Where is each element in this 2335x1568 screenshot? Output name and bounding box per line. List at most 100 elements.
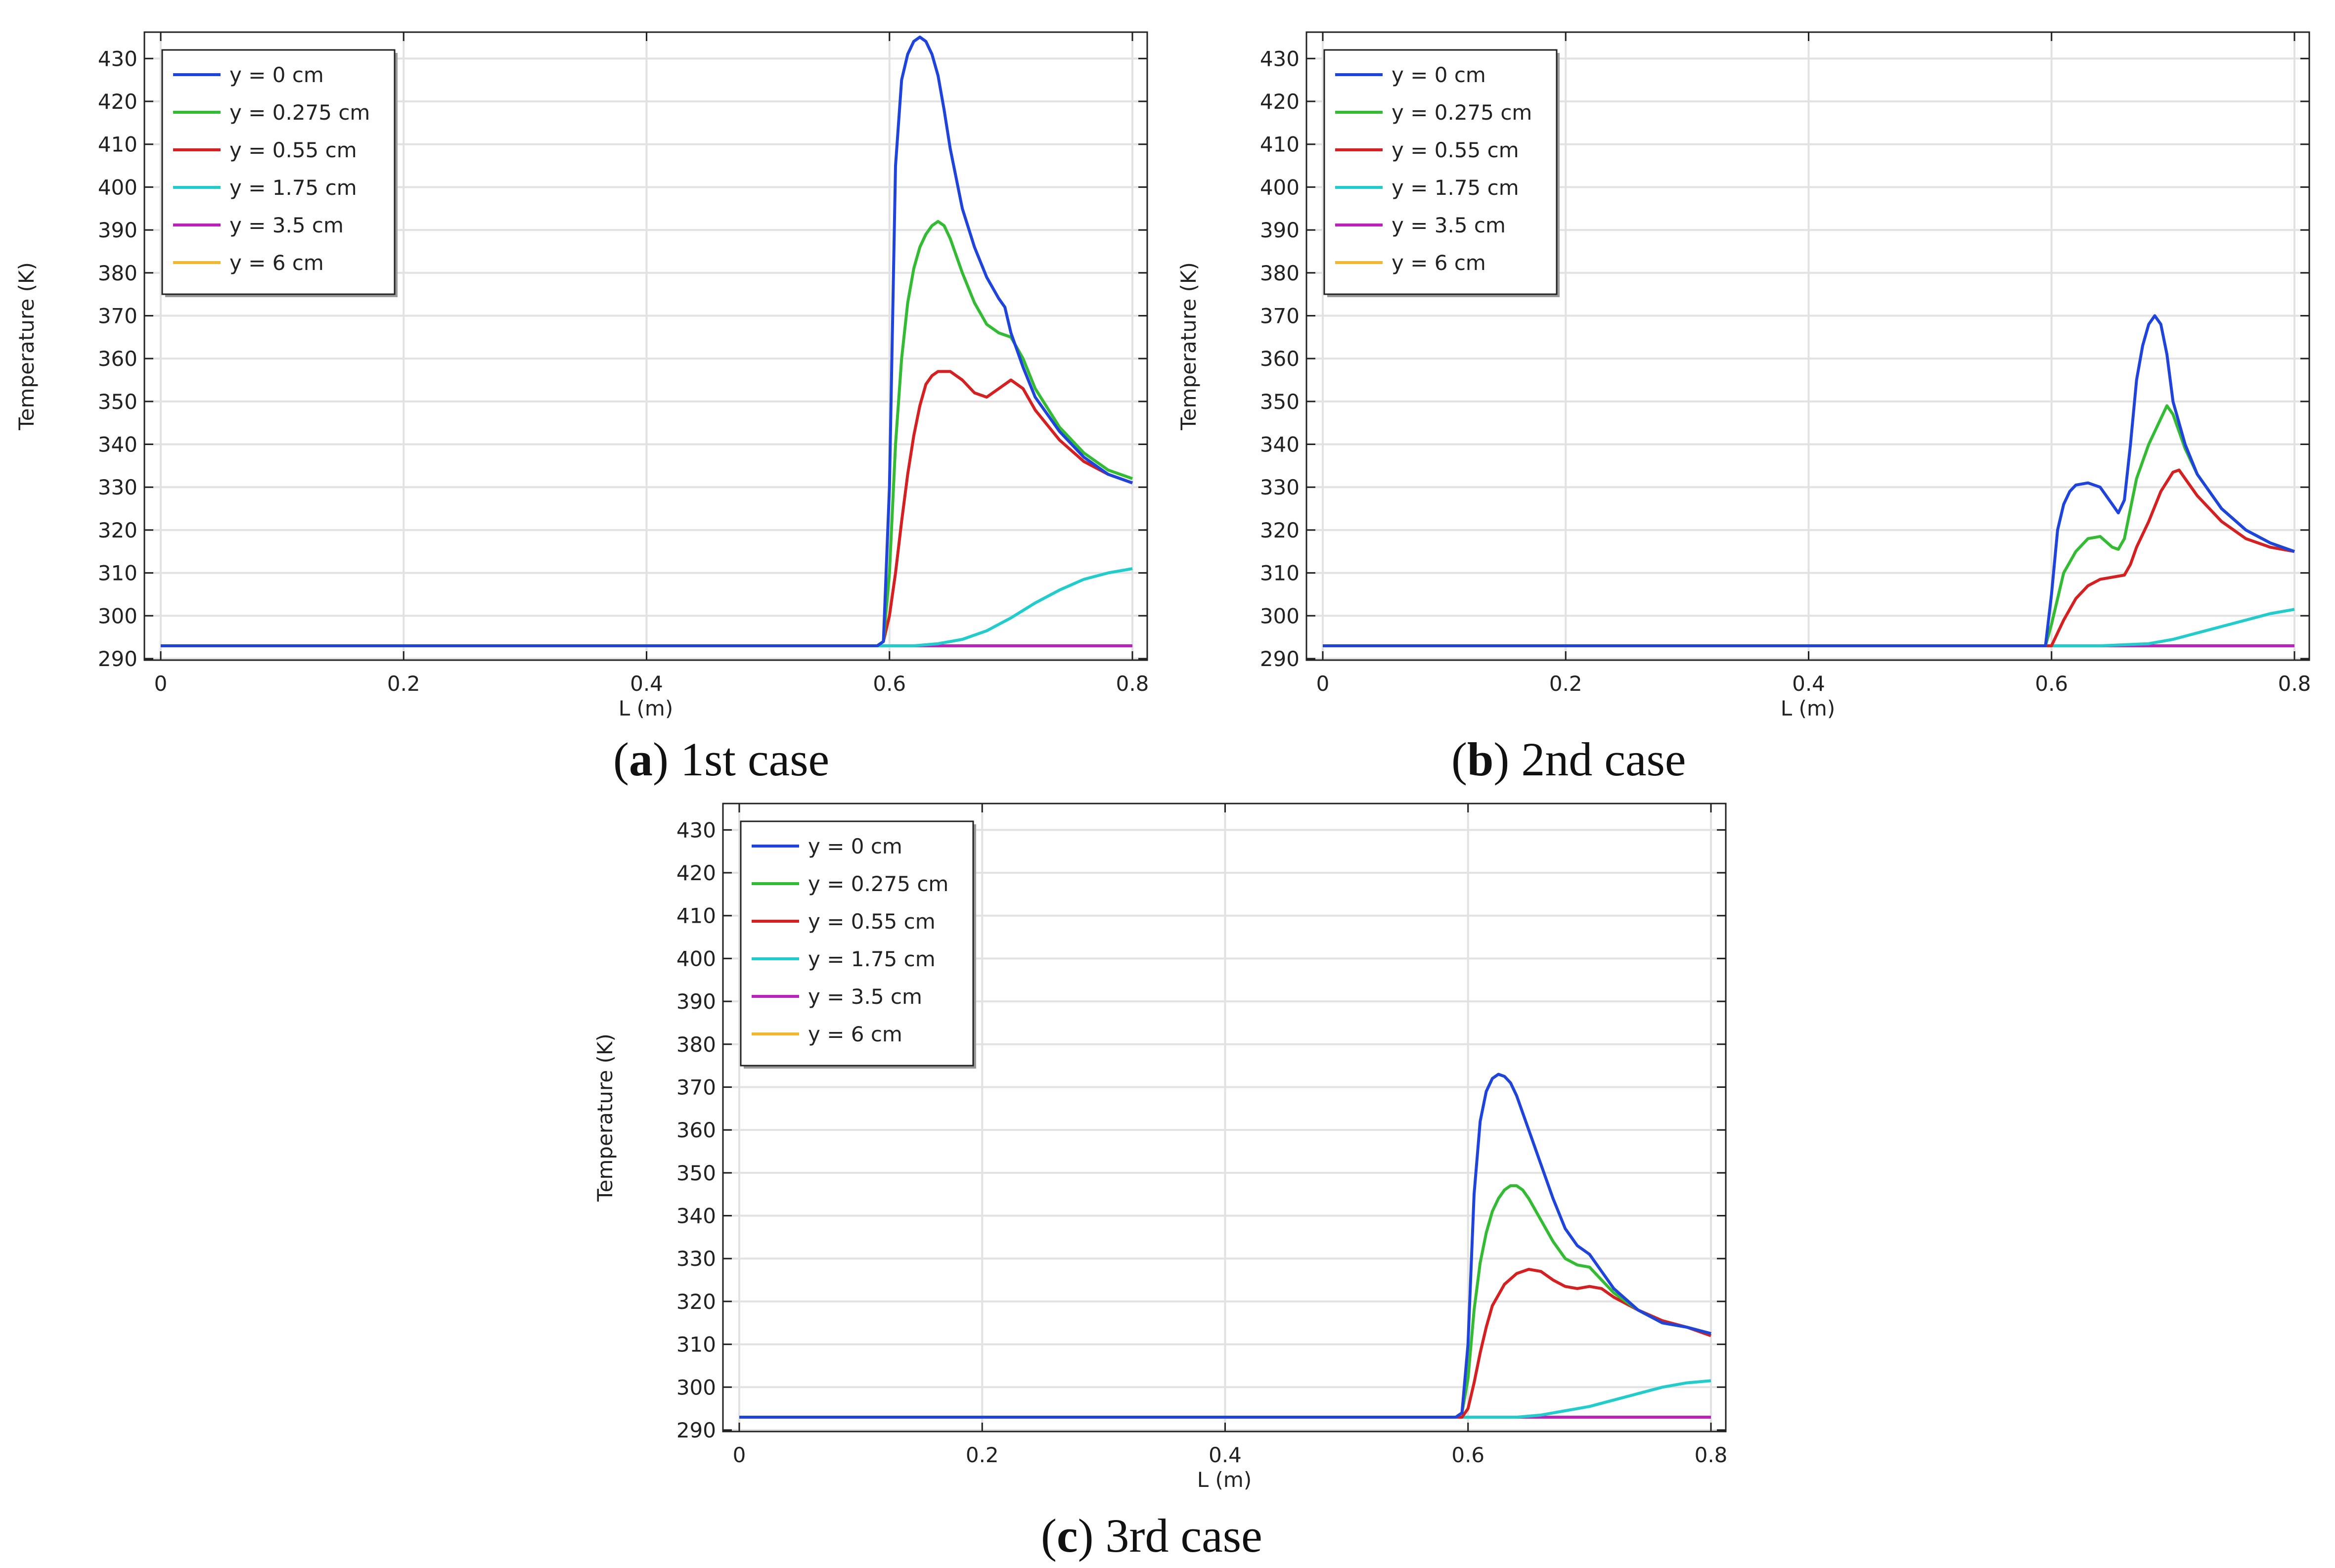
chart-c-series-group — [739, 1073, 1712, 1419]
chart-c-legend-box — [740, 820, 974, 1067]
chart-b-legend-label: y = 6 cm — [1392, 251, 1486, 275]
chart-a-legend-label: y = 3.5 cm — [229, 213, 344, 237]
chart-c-series-line — [739, 1184, 1711, 1419]
chart-c-legend-label: y = 3.5 cm — [808, 985, 922, 1009]
chart-b-ytick-label: 310 — [1260, 561, 1300, 585]
chart-a-xtick-label: 0.6 — [873, 672, 906, 696]
chart-b-ytick-label: 430 — [1260, 46, 1300, 71]
caption-letter-c: c — [1056, 1509, 1078, 1562]
chart-c-legend-label: y = 0.275 cm — [808, 872, 948, 896]
chart-a-series-line — [161, 220, 1133, 647]
chart-a-ytick-label: 360 — [98, 347, 137, 371]
chart-c-ytick-label: 420 — [676, 861, 716, 885]
chart-b-xtick-label: 0 — [1316, 672, 1330, 696]
chart-c-ytick-label: 370 — [676, 1075, 716, 1099]
chart-a-series-line — [161, 36, 1133, 647]
chart-b-series-group — [1323, 314, 2295, 647]
chart-c-ytick-label: 340 — [676, 1204, 716, 1228]
chart-a-legend-label: y = 0.275 cm — [229, 100, 370, 125]
chart-b-ytick-label: 320 — [1260, 518, 1300, 542]
chart-a-ytick-label: 370 — [98, 304, 137, 328]
chart-a-ytick-label: 290 — [98, 647, 137, 671]
chart-a-series-line — [161, 370, 1133, 647]
chart-c-legend-label: y = 0 cm — [808, 834, 902, 858]
caption-b: (b) 2nd case — [1451, 733, 1686, 786]
chart-c-legend-label: y = 1.75 cm — [808, 947, 936, 971]
chart-c-xtick-label: 0.4 — [1209, 1443, 1242, 1467]
chart-panel-b: 0 0.2 0.4 0.6 0.8 290 300 310 320 330 340 350 360 370… — [1162, 0, 2329, 786]
chart-b-legend-label: y = 1.75 cm — [1392, 176, 1519, 200]
chart-c-xtick-label: 0.6 — [1451, 1443, 1484, 1467]
chart-b-xtick-label: 0.8 — [2278, 672, 2311, 696]
chart-b-ytick-label: 400 — [1260, 175, 1300, 199]
chart-a-legend-label: y = 1.75 cm — [229, 176, 357, 200]
chart-c-ytick-label: 290 — [676, 1418, 716, 1442]
chart-b-ytick-label: 360 — [1260, 347, 1300, 371]
chart-c-xlabel: L (m) — [1197, 1468, 1252, 1492]
chart-b-ytick-label: 340 — [1260, 433, 1300, 457]
chart-b-xlabel: L (m) — [1781, 696, 1835, 720]
chart-b-ytick-label: 350 — [1260, 390, 1300, 414]
chart-b-ytick-label: 290 — [1260, 647, 1300, 671]
chart-c-ytick-label: 350 — [676, 1161, 716, 1185]
chart-a-ytick-label: 340 — [98, 433, 137, 457]
chart-a-ytick-label: 420 — [98, 90, 137, 114]
caption-a: (a) 1st case — [613, 733, 830, 786]
chart-c-ytick-label: 410 — [676, 904, 716, 928]
chart-c-legend-label: y = 6 cm — [808, 1022, 902, 1046]
chart-b-series-line — [1323, 608, 2295, 647]
chart-a-legend-label: y = 0 cm — [229, 63, 324, 87]
chart-c-legend: y = 0 cm y = 0.275 cm y = 0.55 cm y = 1.75 … — [740, 820, 976, 1069]
chart-c-ytick-label: 320 — [676, 1290, 716, 1314]
chart-a-ytick-label: 310 — [98, 561, 137, 585]
caption-text-a: 1st case — [680, 733, 830, 786]
chart-a-ytick-label: 330 — [98, 475, 137, 499]
chart-svg-b: 0 0.2 0.4 0.6 0.8 290 300 310 320 330 340 350 360 370… — [1176, 31, 2311, 720]
chart-a-series-group — [161, 36, 1133, 647]
chart-b-xtick-label: 0.2 — [1549, 672, 1582, 696]
chart-b-legend-label: y = 0 cm — [1392, 63, 1486, 87]
caption-c: (c) 3rd case — [1041, 1509, 1262, 1562]
chart-b-legend-box — [1323, 49, 1558, 295]
chart-a-grid — [144, 32, 1147, 660]
chart-c-xtick-label: 0.8 — [1695, 1443, 1728, 1467]
chart-c-ytick-label: 310 — [676, 1333, 716, 1357]
chart-a-xtick-label: 0 — [154, 672, 168, 696]
chart-c-ylabel: Temperature (K) — [593, 1033, 617, 1202]
chart-a-ytick-label: 390 — [98, 218, 137, 242]
chart-panel-a: 0 0.2 0.4 0.6 0.8 290 300 310 320 330 340 350 360 370… — [0, 0, 1167, 786]
caption-text-c: 3rd case — [1105, 1509, 1262, 1562]
chart-c-series-line — [739, 1379, 1711, 1419]
chart-c-legend-label: y = 0.55 cm — [808, 909, 936, 934]
chart-a-xlabel: L (m) — [619, 696, 673, 720]
chart-c-series-line — [739, 1073, 1711, 1419]
chart-c-xtick-label: 0.2 — [966, 1443, 999, 1467]
chart-a-ytick-label: 410 — [98, 133, 137, 157]
chart-b-ylabel: Temperature (K) — [1176, 262, 1201, 431]
chart-a-legend-label: y = 6 cm — [229, 251, 324, 275]
chart-b-legend-label: y = 0.55 cm — [1392, 138, 1519, 162]
chart-a-legend-box — [161, 49, 396, 295]
chart-a-xtick-label: 0.8 — [1116, 672, 1149, 696]
chart-b-ytick-label: 370 — [1260, 304, 1300, 328]
chart-b-series-line — [1323, 468, 2295, 647]
chart-a-ytick-label: 380 — [98, 261, 137, 285]
chart-a-xtick-label: 0.2 — [387, 672, 420, 696]
chart-svg-c: 0 0.2 0.4 0.6 0.8 290 300 310 320 330 340 350 360 370… — [593, 803, 1728, 1492]
chart-a-ytick-label: 320 — [98, 518, 137, 542]
chart-a-ylabel: Temperature (K) — [14, 262, 39, 431]
chart-c-ytick-label: 360 — [676, 1118, 716, 1142]
chart-a-ytick-label: 300 — [98, 604, 137, 628]
chart-a-legend: y = 0 cm y = 0.275 cm y = 0.55 cm y = 1.75 … — [161, 49, 398, 297]
chart-b-legend-label: y = 3.5 cm — [1392, 213, 1506, 237]
chart-b-xtick-label: 0.6 — [2035, 672, 2068, 696]
chart-b-ytick-label: 390 — [1260, 218, 1300, 242]
chart-a-ytick-label: 400 — [98, 175, 137, 199]
chart-a-series-line — [161, 567, 1133, 647]
chart-a-ytick-label: 350 — [98, 390, 137, 414]
chart-b-ytick-label: 380 — [1260, 261, 1300, 285]
chart-b-ytick-label: 300 — [1260, 604, 1300, 628]
chart-b-legend-label: y = 0.275 cm — [1392, 100, 1532, 125]
chart-b-legend: y = 0 cm y = 0.275 cm y = 0.55 cm y = 1.75 … — [1323, 49, 1560, 297]
chart-c-ytick-label: 380 — [676, 1032, 716, 1057]
